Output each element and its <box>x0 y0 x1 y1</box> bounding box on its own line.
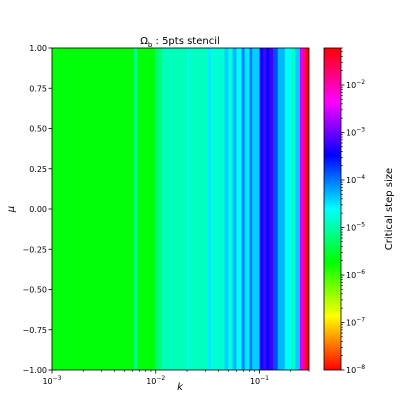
y-tick-label: 0.50 <box>29 125 47 134</box>
heatmap-band <box>252 48 260 370</box>
y-tick-label: 0.00 <box>29 205 47 214</box>
heatmap-band <box>277 48 286 370</box>
colorbar-tick-label: 10−6 <box>346 269 365 280</box>
colorbar <box>323 47 342 371</box>
y-tick-label: 0.25 <box>29 165 47 174</box>
heatmap-band <box>305 48 309 370</box>
heatmap-band <box>224 48 229 370</box>
heatmap-band <box>302 48 306 370</box>
axes: 10−3 10−2 10−1 1.00 0.75 0.50 0.25 0.00 −0.25 −0.… <box>22 44 310 386</box>
heatmap-band <box>154 48 163 370</box>
heatmap-band <box>249 48 253 370</box>
colorbar-tick-label: 10−7 <box>346 316 365 327</box>
heatmap-band <box>186 48 190 370</box>
heatmap-band <box>232 48 237 370</box>
heatmap-band <box>228 48 233 370</box>
y-tick-label: −0.25 <box>22 245 47 254</box>
heatmap-band <box>208 48 212 370</box>
y-tick-label: −0.75 <box>22 326 47 335</box>
y-axis-label: μ <box>6 206 17 213</box>
heatmap-band <box>284 48 292 370</box>
y-tick-label: 1.00 <box>29 44 47 53</box>
heatmap-band <box>241 48 245 370</box>
heatmap-band <box>273 48 279 370</box>
heatmap-bands <box>52 48 309 370</box>
heatmap-band <box>295 48 301 370</box>
heatmap-band <box>189 48 209 370</box>
heatmap-band <box>236 48 242 370</box>
heatmap-band <box>259 48 264 370</box>
y-tick-label: −1.00 <box>22 366 47 375</box>
chart-title: Ωb : 5pts stencil <box>140 36 220 49</box>
y-tick-label: 0.75 <box>29 84 47 93</box>
x-axis-label: k <box>177 382 184 393</box>
x-tick-label: 10−3 <box>42 375 61 386</box>
heatmap-band <box>290 48 296 370</box>
heatmap-band <box>137 48 156 370</box>
heatmap-band <box>266 48 270 370</box>
x-tick-label: 10−2 <box>146 375 165 386</box>
heatmap-band <box>210 48 225 370</box>
colorbar-axis: 10−8 10−7 10−6 10−5 10−4 10−3 10−2 <box>341 47 365 375</box>
colorbar-tick-label: 10−2 <box>346 79 365 90</box>
heatmap-band <box>299 48 303 370</box>
plot-frame <box>51 47 310 371</box>
heatmap-band <box>262 48 267 370</box>
y-tick-label: −0.50 <box>22 286 47 295</box>
colorbar-tick-label: 10−5 <box>346 221 365 232</box>
heatmap-band <box>244 48 250 370</box>
x-tick-label: 10−1 <box>250 375 269 386</box>
heatmap-band <box>52 48 135 370</box>
heatmap-band <box>162 48 188 370</box>
colorbar-label: Critical step size <box>384 168 395 250</box>
colorbar-tick-label: 10−4 <box>346 174 365 185</box>
colorbar-tick-label: 10−8 <box>346 364 365 375</box>
heatmap-band <box>269 48 274 370</box>
colorbar-tick-label: 10−3 <box>346 126 365 137</box>
heatmap-band <box>134 48 138 370</box>
